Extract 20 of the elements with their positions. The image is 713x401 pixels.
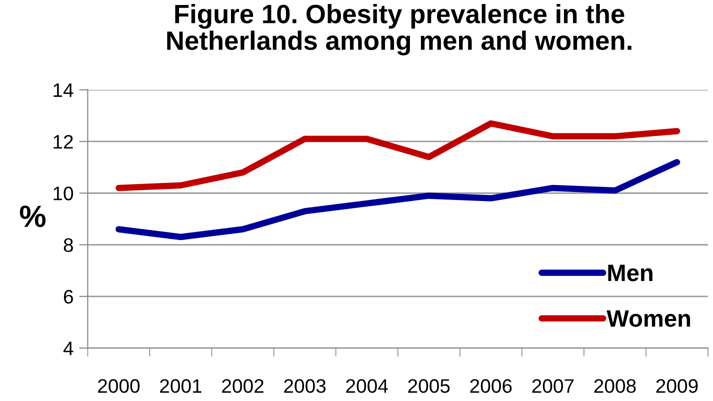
legend-label: Men — [608, 264, 652, 282]
x-tick-label: 2005 — [408, 379, 450, 393]
x-tick-label: 2003 — [284, 379, 326, 393]
x-tick-label: 2001 — [160, 379, 202, 393]
x-tick-label: 2006 — [470, 379, 512, 393]
chart-title: Figure 10. Obesity prevalence in the Netherlands among men and women. — [167, 4, 632, 56]
y-axis-title: % — [20, 206, 46, 228]
x-tick-label: 2000 — [98, 379, 140, 393]
x-tick-label: 2009 — [656, 379, 698, 393]
y-tick-label: 14 — [54, 83, 74, 97]
y-tick-label: 12 — [54, 134, 73, 149]
x-tick-label: 2008 — [594, 379, 636, 393]
x-tick-label: 2007 — [532, 379, 574, 393]
legend-label: Women — [606, 310, 690, 327]
x-tick-label: 2002 — [222, 379, 264, 393]
y-tick-label: 4 — [63, 342, 74, 356]
y-tick-label: 10 — [54, 186, 74, 200]
y-tick-label: 6 — [64, 290, 73, 304]
x-tick-label: 2004 — [346, 379, 388, 393]
y-tick-label: 8 — [64, 238, 73, 252]
